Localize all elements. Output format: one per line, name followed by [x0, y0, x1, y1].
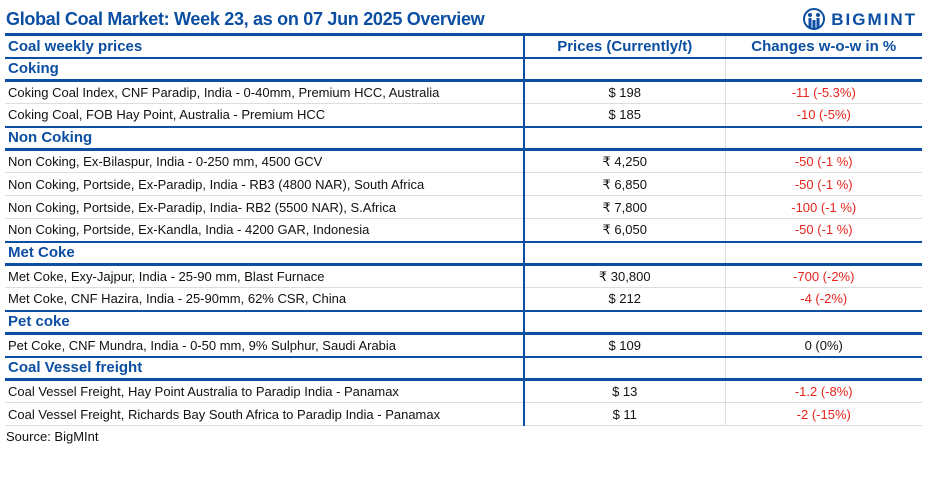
change-cell: -4 (-2%) — [725, 287, 922, 312]
empty-cell — [725, 356, 922, 381]
table-row: Non Coking, Ex-Bilaspur, India - 0-250 m… — [5, 149, 922, 173]
table-header: Coal weekly prices Prices (Currently/t) … — [5, 34, 922, 59]
item-cell: Non Coking, Portside, Ex-Paradip, India … — [5, 172, 525, 196]
section-title: Non Coking — [5, 126, 525, 151]
change-cell: -2 (-15%) — [725, 402, 922, 426]
section-title: Coal Vessel freight — [5, 356, 525, 381]
empty-cell — [725, 310, 922, 335]
price-cell: ₹ 7,800 — [524, 195, 726, 219]
price-cell: $ 212 — [524, 287, 726, 312]
empty-cell — [524, 241, 726, 266]
change-cell: -50 (-1 %) — [725, 149, 922, 173]
item-cell: Coal Vessel Freight, Hay Point Australia… — [5, 379, 525, 403]
header-price: Prices (Currently/t) — [524, 34, 726, 59]
price-cell: $ 13 — [524, 379, 726, 403]
table-row: Coking Coal, FOB Hay Point, Australia - … — [5, 103, 922, 128]
section-title: Met Coke — [5, 241, 525, 266]
bigmint-logo-icon — [803, 7, 826, 30]
change-cell: 0 (0%) — [725, 333, 922, 358]
table-row: Non Coking, Portside, Ex-Paradip, India-… — [5, 195, 922, 219]
price-cell: ₹ 4,250 — [524, 149, 726, 173]
price-cell: ₹ 6,050 — [524, 218, 726, 243]
logo-text: BIGMINT — [831, 9, 917, 29]
item-cell: Coking Coal Index, CNF Paradip, India - … — [5, 80, 525, 104]
item-cell: Pet Coke, CNF Mundra, India - 0-50 mm, 9… — [5, 333, 525, 358]
coal-prices-table: Coal weekly prices Prices (Currently/t) … — [5, 33, 922, 426]
section-row: Met Coke — [5, 241, 922, 266]
empty-cell — [725, 126, 922, 151]
item-cell: Met Coke, Exy-Jajpur, India - 25-90 mm, … — [5, 264, 525, 288]
header-item: Coal weekly prices — [5, 34, 525, 59]
empty-cell — [725, 57, 922, 82]
empty-cell — [524, 356, 726, 381]
table-row: Non Coking, Portside, Ex-Paradip, India … — [5, 172, 922, 196]
brand-logo: BIGMINT — [803, 7, 917, 32]
section-title: Pet coke — [5, 310, 525, 335]
section-row: Non Coking — [5, 126, 922, 151]
empty-cell — [524, 310, 726, 335]
item-cell: Coal Vessel Freight, Richards Bay South … — [5, 402, 525, 426]
price-cell: ₹ 6,850 — [524, 172, 726, 196]
section-title: Coking — [5, 57, 525, 82]
change-cell: -700 (-2%) — [725, 264, 922, 288]
section-row: Pet coke — [5, 310, 922, 335]
item-cell: Coking Coal, FOB Hay Point, Australia - … — [5, 103, 525, 128]
table-row: Met Coke, Exy-Jajpur, India - 25-90 mm, … — [5, 264, 922, 288]
empty-cell — [524, 126, 726, 151]
price-cell: $ 109 — [524, 333, 726, 358]
change-cell: -10 (-5%) — [725, 103, 922, 128]
table-row: Pet Coke, CNF Mundra, India - 0-50 mm, 9… — [5, 333, 922, 358]
item-cell: Non Coking, Portside, Ex-Kandla, India -… — [5, 218, 525, 243]
page: Global Coal Market: Week 23, as on 07 Ju… — [5, 6, 922, 444]
section-row: Coking — [5, 57, 922, 82]
change-cell: -50 (-1 %) — [725, 172, 922, 196]
price-cell: $ 11 — [524, 402, 726, 426]
source-note: Source: BigMInt — [6, 429, 99, 444]
change-cell: -11 (-5.3%) — [725, 80, 922, 104]
price-cell: ₹ 30,800 — [524, 264, 726, 288]
table-row: Met Coke, CNF Hazira, India - 25-90mm, 6… — [5, 287, 922, 312]
change-cell: -50 (-1 %) — [725, 218, 922, 243]
change-cell: -100 (-1 %) — [725, 195, 922, 219]
title-bar: Global Coal Market: Week 23, as on 07 Ju… — [5, 6, 922, 33]
empty-cell — [725, 241, 922, 266]
item-cell: Non Coking, Ex-Bilaspur, India - 0-250 m… — [5, 149, 525, 173]
table-row: Coking Coal Index, CNF Paradip, India - … — [5, 80, 922, 104]
empty-cell — [524, 57, 726, 82]
page-title: Global Coal Market: Week 23, as on 07 Ju… — [6, 9, 485, 29]
price-cell: $ 198 — [524, 80, 726, 104]
change-cell: -1.2 (-8%) — [725, 379, 922, 403]
table-row: Coal Vessel Freight, Richards Bay South … — [5, 402, 922, 426]
table-row: Non Coking, Portside, Ex-Kandla, India -… — [5, 218, 922, 243]
price-cell: $ 185 — [524, 103, 726, 128]
item-cell: Met Coke, CNF Hazira, India - 25-90mm, 6… — [5, 287, 525, 312]
header-change: Changes w-o-w in % — [725, 34, 922, 59]
table-row: Coal Vessel Freight, Hay Point Australia… — [5, 379, 922, 403]
section-row: Coal Vessel freight — [5, 356, 922, 381]
item-cell: Non Coking, Portside, Ex-Paradip, India-… — [5, 195, 525, 219]
